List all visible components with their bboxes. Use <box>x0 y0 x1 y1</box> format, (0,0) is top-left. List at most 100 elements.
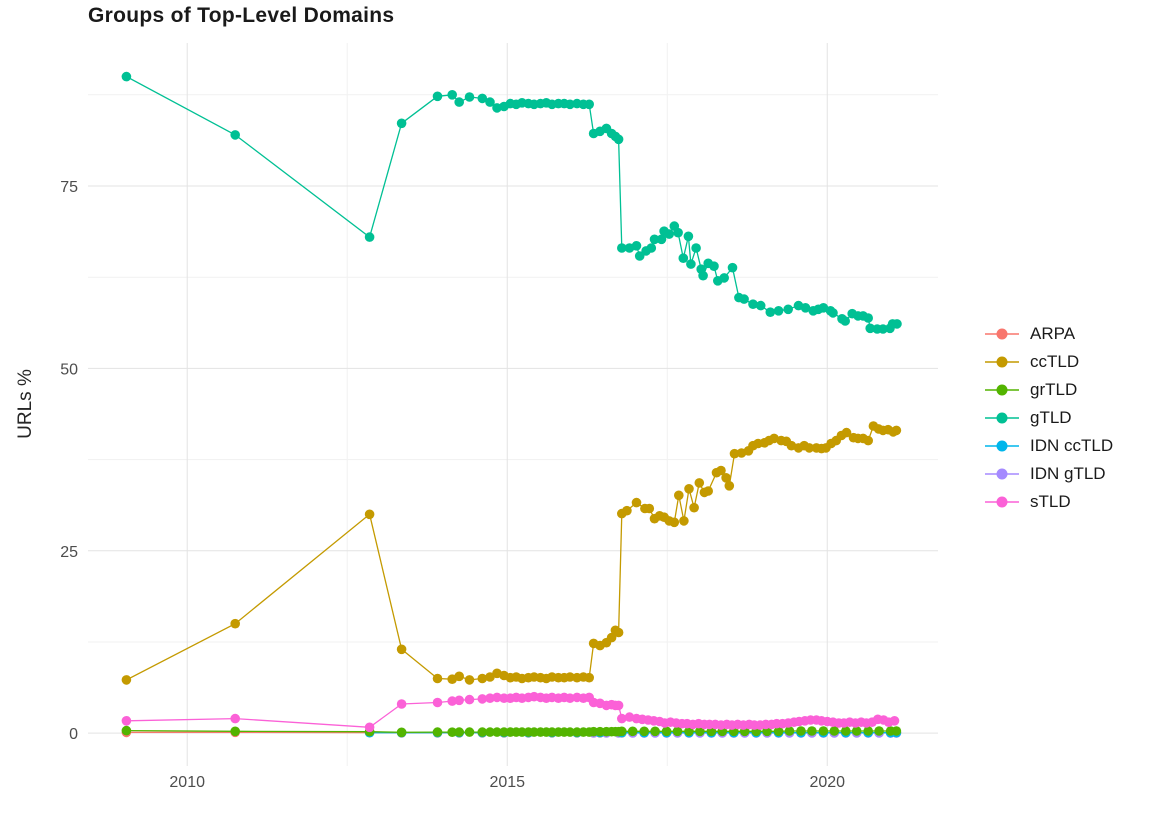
y-tick-label: 0 <box>69 726 78 743</box>
series-grtld-point <box>672 726 683 737</box>
y-tick-label: 25 <box>60 544 78 561</box>
legend: ARPA ccTLD grTLD gTLD IDN ccTLD IDN gTLD sTLD <box>984 320 1113 516</box>
series-cctld-point <box>565 672 575 682</box>
series-cctld-point <box>631 497 642 508</box>
series-grtld-point <box>650 726 660 737</box>
series-grtld-point <box>695 726 705 737</box>
series-stld-point <box>364 722 375 733</box>
series-cctld-point <box>863 435 873 446</box>
series-cctld-point <box>606 632 617 643</box>
legend-item-idn-gtld: IDN gTLD <box>984 460 1113 488</box>
series-cctld-point <box>230 618 240 629</box>
y-tick-label: 75 <box>60 179 78 196</box>
series-gtld-point <box>646 243 657 253</box>
series-gtld-point <box>678 253 689 263</box>
series-gtld-point <box>634 251 645 261</box>
series-gtld-point <box>464 92 475 102</box>
x-tick-label: 2015 <box>489 774 525 791</box>
series-gtld-point <box>485 97 495 107</box>
series-cctld-point <box>689 502 699 513</box>
legend-label: ARPA <box>1030 324 1076 343</box>
series-cctld-point <box>724 481 735 491</box>
series-gtld-point <box>121 71 132 82</box>
legend-key-stld-icon <box>985 496 1019 508</box>
chart-title: Groups of Top-Level Domains <box>88 4 395 27</box>
series-grtld-point <box>121 725 132 736</box>
series-grtld-point <box>627 726 638 737</box>
series-grtld-point <box>230 726 240 737</box>
series-gtld-point <box>709 261 719 272</box>
series-cctld-point <box>716 465 726 476</box>
series-gtld-point <box>719 273 729 283</box>
series-grtld-point <box>396 727 407 738</box>
series-gtld-point <box>656 234 667 245</box>
x-tick-label: 2010 <box>169 774 205 791</box>
series-gtld-point <box>447 90 458 100</box>
series-gtld-point <box>631 241 642 251</box>
series-stld-point <box>485 693 495 703</box>
series-grtld-point <box>773 726 784 737</box>
legend-key-idn-cctld-icon <box>985 440 1019 452</box>
series-cctld-point <box>674 490 684 501</box>
legend-label: gTLD <box>1030 408 1072 427</box>
series-gtld-point <box>765 307 776 318</box>
legend-item-stld: sTLD <box>984 488 1113 516</box>
series-cctld-point <box>432 673 443 684</box>
series-gtld-point <box>800 303 811 313</box>
series-cctld-point <box>584 672 594 683</box>
series-gtld-point <box>691 243 701 253</box>
series-cctld-point <box>622 505 632 516</box>
series-gtld-point <box>698 270 708 281</box>
series-cctld-point <box>679 516 689 526</box>
series-grtld-point <box>841 726 851 736</box>
series-cctld-point <box>477 673 488 684</box>
series-gtld-point <box>673 227 683 238</box>
series-gtld-point <box>755 300 766 311</box>
series-grtld-point <box>661 726 672 737</box>
series-grtld-point <box>464 727 475 737</box>
series-gtld-point <box>477 93 488 104</box>
legend-label: IDN ccTLD <box>1030 436 1114 455</box>
legend-item-idn-cctld: IDN ccTLD <box>984 432 1113 460</box>
series-grtld-point <box>829 726 840 736</box>
series-gtld-point <box>878 324 888 334</box>
series-gtld-point <box>748 299 758 310</box>
series-cctld-point <box>841 427 852 438</box>
series-gtld-point <box>584 99 594 110</box>
legend-label: ccTLD <box>1030 352 1080 371</box>
legend-key-arpa-icon <box>985 328 1019 340</box>
series-grtld-point <box>818 726 829 736</box>
series-grtld-point <box>807 726 817 736</box>
series-cctld-point <box>729 448 740 459</box>
series-stld-point <box>464 694 475 705</box>
series-grtld-point <box>565 727 575 737</box>
series-grtld-point <box>863 726 873 736</box>
y-tick-label: 50 <box>60 361 78 378</box>
legend-item-arpa: ARPA <box>984 320 1113 348</box>
series-stld-point <box>565 693 575 703</box>
legend-item-cctld: ccTLD <box>984 348 1113 376</box>
series-gtld-point <box>783 304 793 315</box>
series-cctld-point <box>613 627 624 638</box>
series-grtld-point <box>617 726 627 737</box>
series-gtld-point <box>396 118 407 129</box>
series-gtld-point <box>840 316 850 326</box>
series-cctld-point <box>121 675 132 685</box>
series-grtld-point <box>851 726 862 736</box>
legend-key-idn-gtld-icon <box>985 468 1019 480</box>
series-grtld-point <box>784 726 795 736</box>
series-stld-point <box>477 694 488 704</box>
series-stld-point <box>617 713 627 724</box>
legend-key-grtld-icon <box>985 384 1019 396</box>
series-gtld-point <box>364 232 375 242</box>
series-grtld-point <box>891 726 902 736</box>
series-gtld-point <box>773 306 784 316</box>
series-gtld-point <box>454 97 465 107</box>
series-gtld-point <box>865 323 875 334</box>
series-gtld-point <box>230 130 240 140</box>
series-stld-point <box>889 716 900 726</box>
series-cctld-point <box>669 517 680 528</box>
legend-label: IDN gTLD <box>1030 464 1106 483</box>
x-tick-label: 2020 <box>809 774 845 791</box>
series-cctld-point <box>364 509 375 520</box>
